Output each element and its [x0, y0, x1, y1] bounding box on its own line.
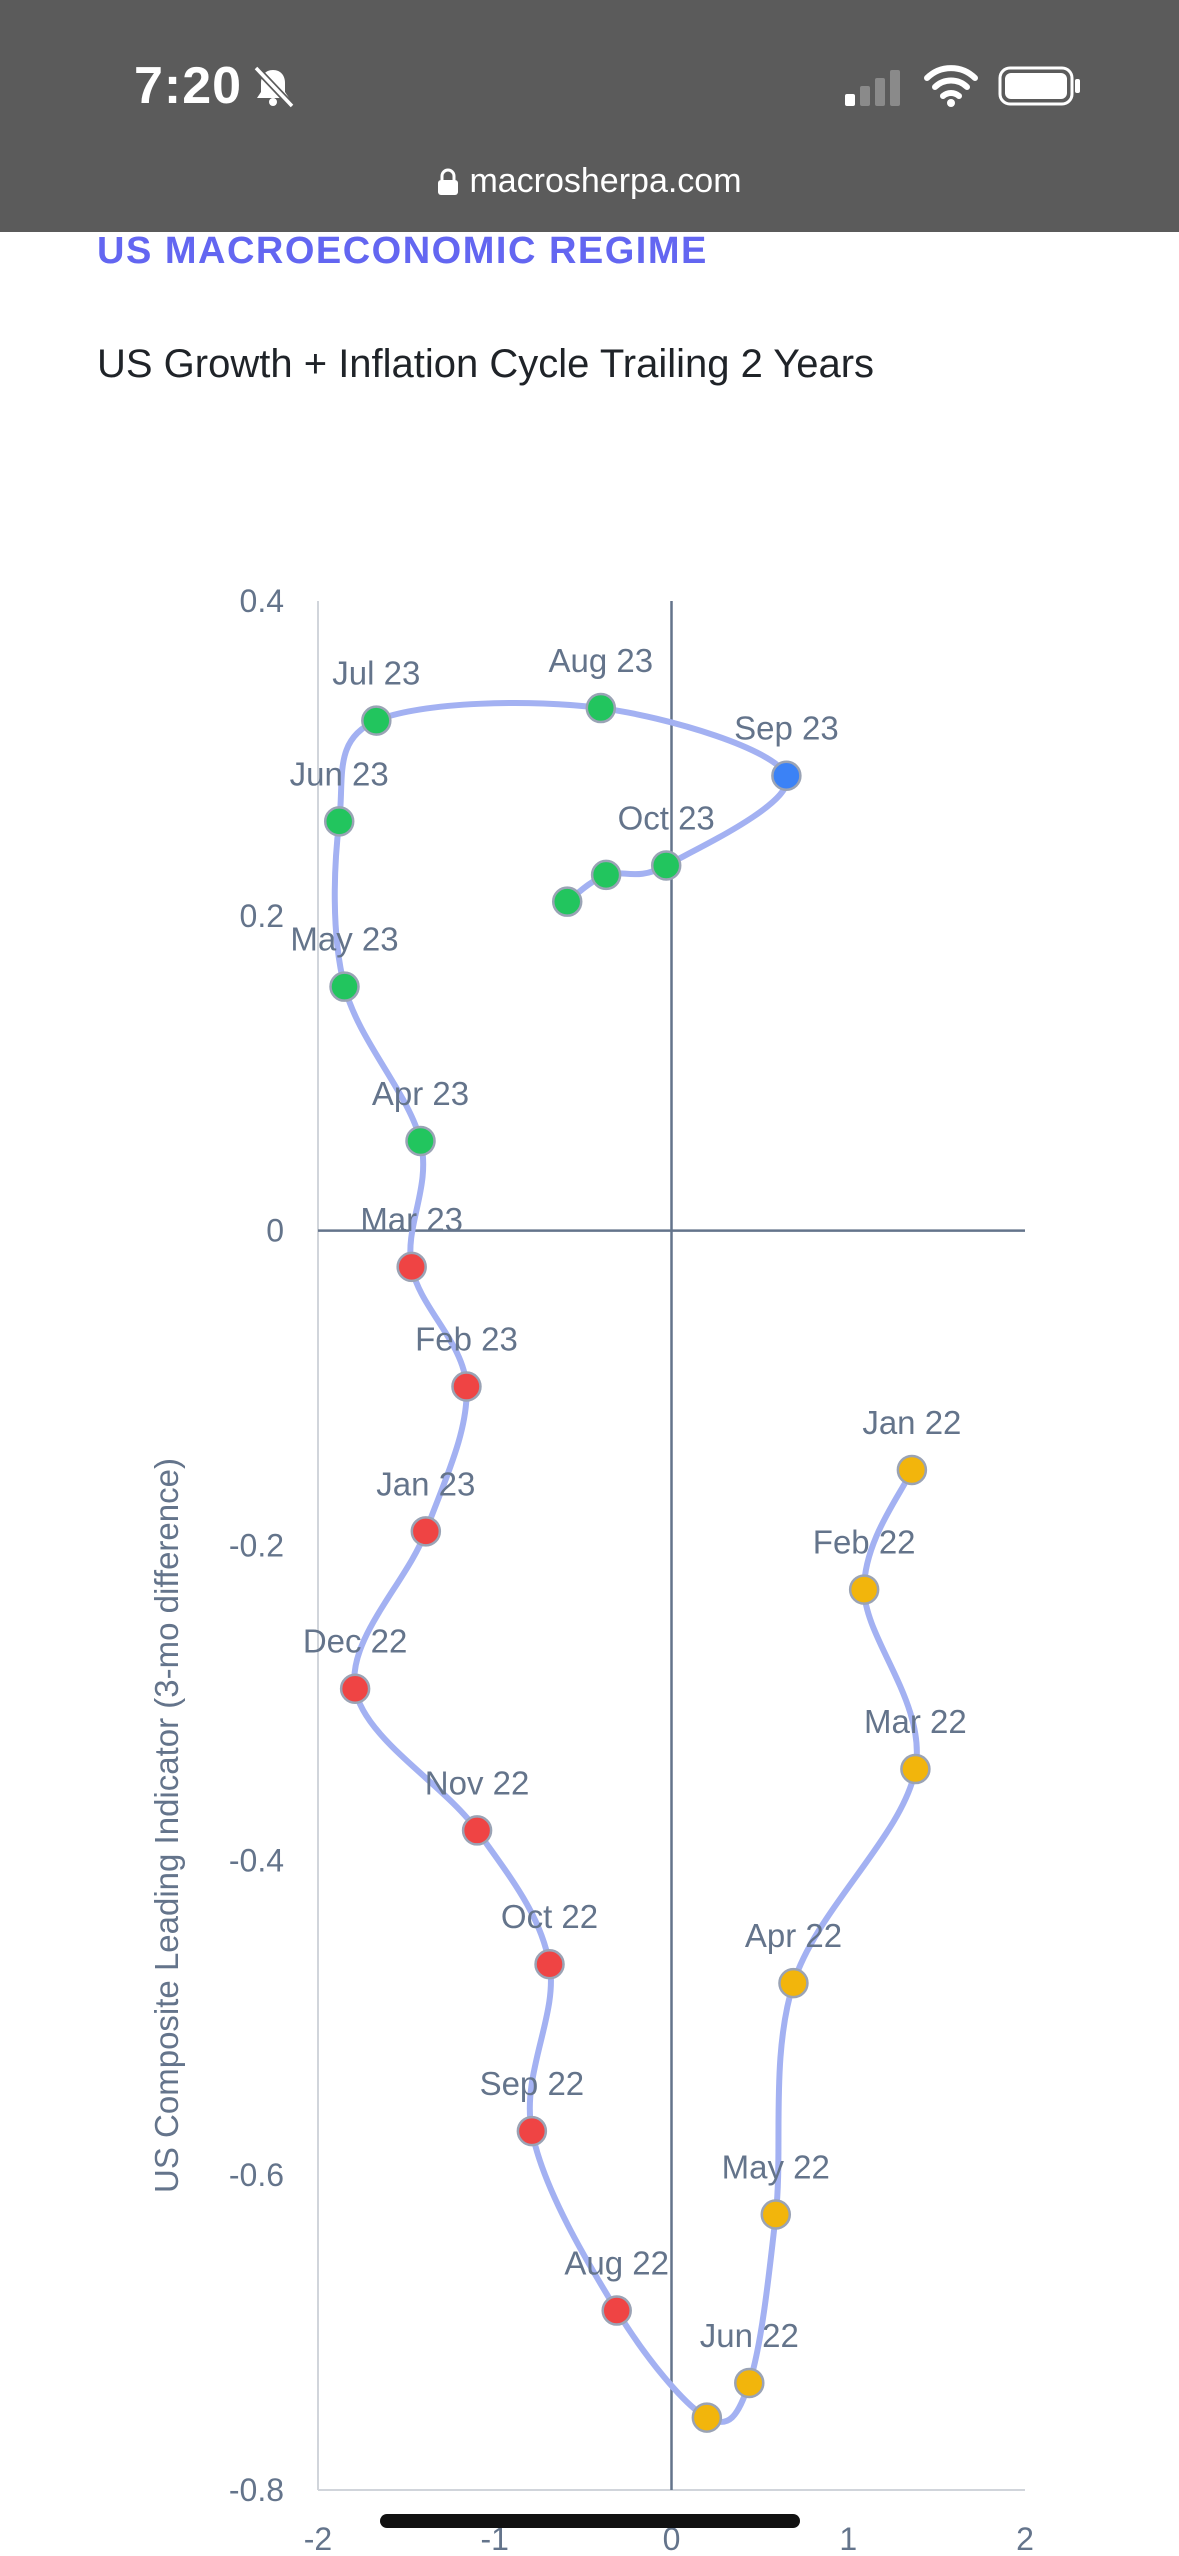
y-tick-label: -0.8 [229, 2472, 284, 2508]
x-tick-label: 2 [1016, 2521, 1034, 2556]
point-label: Sep 23 [734, 710, 839, 747]
point-label: Jun 22 [700, 2317, 799, 2354]
data-points [323, 692, 931, 2433]
point-label: Nov 22 [425, 1764, 530, 1801]
section-heading: US MACROECONOMIC REGIME [97, 230, 708, 272]
data-point[interactable] [451, 1371, 482, 1402]
data-point[interactable] [323, 806, 355, 837]
data-point[interactable] [410, 1516, 442, 1547]
x-tick-label: -2 [304, 2521, 332, 2556]
point-label: May 23 [290, 921, 398, 958]
point-label: Aug 22 [564, 2245, 669, 2282]
point-label: Apr 23 [372, 1075, 469, 1112]
y-tick-label: -0.6 [229, 2157, 284, 2193]
battery-icon [998, 66, 1082, 111]
y-tick-label: -0.4 [229, 1842, 284, 1878]
y-tick-label: 0.4 [240, 583, 284, 619]
lock-icon [437, 166, 459, 205]
point-label: Mar 22 [864, 1703, 967, 1740]
data-point[interactable] [848, 1574, 880, 1605]
point-label: Sep 22 [480, 2065, 585, 2102]
url-text: macrosherpa.com [469, 162, 742, 200]
point-labels: Jan 22 Feb 22 Mar 22 Apr 22 May 22 Jun 22 Aug … [290, 642, 967, 2354]
wifi-icon [924, 64, 978, 113]
point-label: Jun 23 [290, 755, 389, 792]
data-point[interactable] [900, 1753, 931, 1785]
data-point[interactable] [516, 2115, 548, 2147]
data-point[interactable] [585, 692, 617, 724]
point-label: Jan 23 [376, 1465, 475, 1502]
data-point[interactable] [405, 1125, 436, 1157]
y-axis-label: US Composite Leading Indicator (3-mo dif… [148, 1458, 185, 2193]
data-point[interactable] [339, 1673, 371, 1704]
chart-axes [317, 601, 1025, 2491]
data-point[interactable] [361, 705, 392, 736]
data-point[interactable] [650, 850, 682, 881]
chart-title: US Growth + Inflation Cycle Trailing 2 Y… [97, 342, 875, 386]
y-tick-label: 0.2 [240, 898, 284, 934]
y-tick-label: -0.2 [229, 1528, 284, 1564]
point-label: Oct 22 [501, 1898, 598, 1935]
x-tick-label: 0 [663, 2521, 681, 2556]
point-label: Feb 23 [415, 1321, 518, 1358]
x-tick-label: 1 [839, 2521, 857, 2556]
data-point[interactable] [896, 1454, 928, 1486]
point-label: Jan 22 [862, 1404, 961, 1441]
data-point[interactable] [691, 2402, 723, 2433]
point-label: Jul 23 [332, 655, 420, 692]
data-point[interactable] [590, 859, 622, 891]
point-label: Aug 23 [549, 642, 654, 679]
y-tick-label: 0 [266, 1213, 284, 1249]
bell-slash-icon [250, 64, 296, 115]
address-bar[interactable]: macrosherpa.com [0, 162, 1179, 205]
regime-scatter-chart: 0.40.20-0.2-0.4-0.6-0.8 -2 -1 0 1 2 US Compo… [148, 583, 1034, 2556]
data-point[interactable] [771, 760, 802, 791]
data-point[interactable] [534, 1948, 565, 1980]
data-point[interactable] [734, 2367, 765, 2399]
data-point[interactable] [329, 971, 360, 1002]
point-label: Oct 23 [618, 799, 715, 836]
point-label: Apr 22 [745, 1917, 842, 1954]
point-label: Feb 22 [813, 1524, 916, 1561]
cell-signal-icon [845, 70, 905, 111]
data-point[interactable] [778, 1967, 809, 1999]
data-point[interactable] [601, 2295, 632, 2326]
status-time: 7:20 [134, 57, 243, 115]
data-point[interactable] [461, 1815, 493, 1846]
data-point[interactable] [551, 886, 583, 917]
status-bar: 7:20 [0, 0, 1179, 232]
point-label: Dec 22 [303, 1623, 408, 1660]
data-point[interactable] [760, 2199, 792, 2230]
point-label: May 22 [722, 2149, 830, 2186]
y-tick-labels: 0.4 0.2 0 -0.2 -0.4 -0.6 -0.8 [229, 583, 284, 2508]
point-label: Mar 23 [360, 1201, 463, 1238]
data-point[interactable] [396, 1251, 427, 1283]
home-indicator[interactable] [380, 2514, 800, 2528]
